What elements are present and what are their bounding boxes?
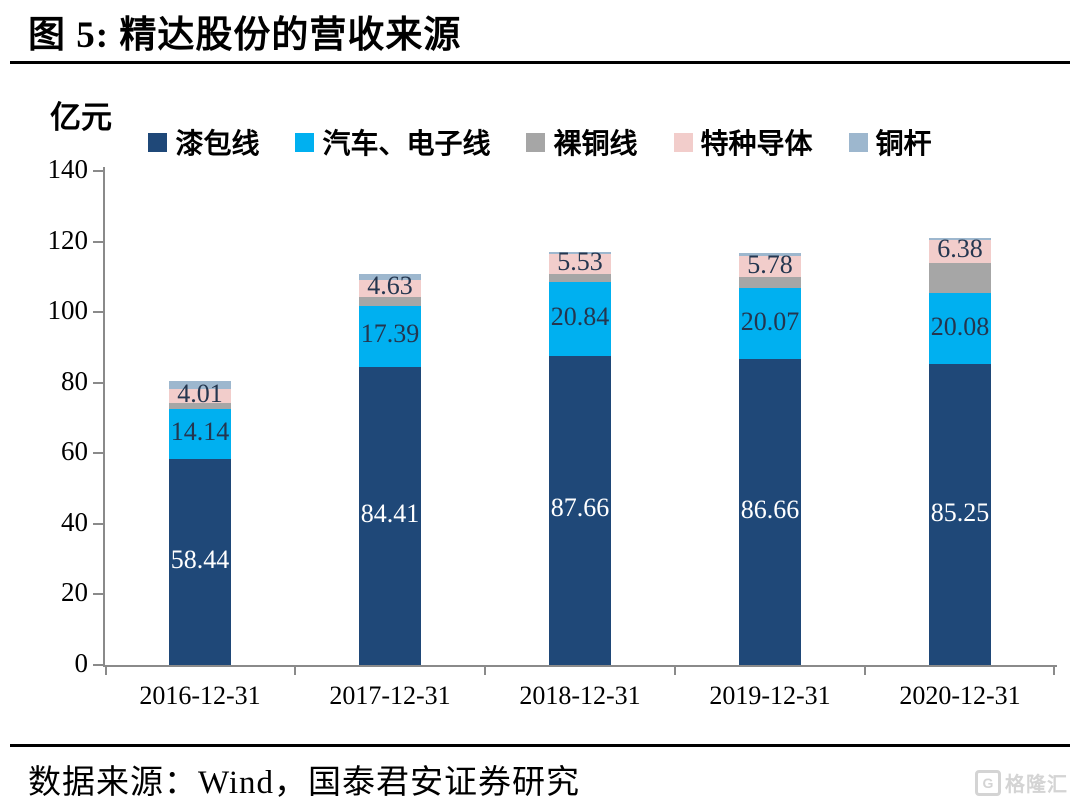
bar-value-label: 87.66 — [550, 493, 610, 523]
y-axis-tick-label: 20 — [61, 577, 88, 608]
bar-segment — [929, 293, 991, 365]
bar-value-label: 58.44 — [170, 544, 230, 574]
bar-segment — [929, 262, 991, 294]
legend-swatch-icon — [673, 132, 693, 152]
x-axis-tick-label: 2016-12-31 — [139, 681, 261, 710]
bar-value-label: 20.08 — [930, 311, 990, 341]
legend-swatch-icon — [526, 132, 546, 152]
legend-swatch-icon — [148, 132, 168, 152]
bar-segment — [739, 288, 801, 360]
legend-item: 汽车、电子线 — [295, 122, 490, 162]
bar-segment — [549, 252, 611, 255]
bar-value-label: 4.63 — [367, 271, 413, 301]
bar-segment — [359, 367, 421, 665]
x-axis-tick — [484, 667, 486, 675]
bar-value-label: 20.07 — [740, 306, 800, 336]
y-axis-tick-label: 80 — [61, 365, 88, 396]
bar-segment — [169, 389, 231, 404]
x-axis-line — [103, 665, 1057, 667]
chart-legend: 漆包线 汽车、电子线 裸铜线 特种导体 铜杆 — [0, 122, 1080, 162]
bar-segment — [929, 237, 991, 241]
legend-label: 汽车、电子线 — [322, 129, 491, 160]
bar-segment — [739, 256, 801, 277]
bar-segment — [929, 364, 991, 665]
footer-divider — [10, 744, 1070, 747]
gelonghui-g-icon: G — [975, 769, 1001, 796]
y-axis-tick — [93, 522, 103, 525]
y-axis-tick-label: 0 — [74, 648, 89, 678]
legend-label: 铜杆 — [875, 129, 932, 160]
legend-label: 特种导体 — [700, 129, 813, 160]
bar-value-label: 20.84 — [550, 301, 610, 331]
bar-value-label: 84.41 — [360, 499, 420, 529]
bar-segment — [169, 380, 231, 390]
bar-segment — [739, 253, 801, 257]
bar-segment — [169, 458, 231, 665]
legend-swatch-icon — [848, 132, 868, 152]
x-axis-tick-label: 2018-12-31 — [519, 681, 641, 710]
x-axis-tick — [105, 667, 107, 675]
title-divider — [10, 61, 1070, 64]
bar-segment — [739, 359, 801, 665]
y-axis-tick — [93, 240, 103, 243]
y-axis-line — [103, 167, 105, 667]
bar-value-label: 5.53 — [557, 246, 603, 276]
bar-value-label: 86.66 — [740, 495, 800, 525]
bar-segment — [549, 254, 611, 274]
y-axis-tick-label: 140 — [47, 154, 89, 184]
bar-value-label: 14.14 — [170, 416, 230, 446]
x-axis-tick-label: 2019-12-31 — [709, 681, 831, 710]
x-axis-tick-label: 2017-12-31 — [329, 681, 451, 710]
figure-title: 图 5: 精达股份的营收来源 — [28, 15, 462, 56]
bar-segment — [929, 240, 991, 263]
bar-segment — [359, 296, 421, 306]
y-axis-unit-label: 亿元 — [50, 100, 112, 135]
y-axis-tick — [93, 311, 103, 314]
bar-segment — [169, 408, 231, 459]
bar-segment — [549, 273, 611, 283]
gelonghui-logo-text: 格隆汇 — [1005, 774, 1068, 796]
x-axis-tick — [674, 667, 676, 675]
legend-item: 漆包线 — [148, 122, 259, 162]
y-axis-tick — [93, 593, 103, 596]
bar-value-label: 6.38 — [937, 234, 983, 264]
x-axis-tick — [864, 667, 866, 675]
bar-segment — [359, 305, 421, 368]
bar-segment — [359, 280, 421, 297]
bar-segment — [359, 273, 421, 281]
y-axis-tick — [93, 664, 103, 666]
legend-label: 裸铜线 — [553, 129, 638, 160]
bar-value-label: 17.39 — [360, 319, 420, 349]
bar-value-label: 85.25 — [930, 497, 990, 527]
legend-label: 漆包线 — [175, 129, 260, 160]
x-axis-tick — [294, 667, 296, 675]
data-source-note: 数据来源：Wind，国泰君安证券研究 — [28, 765, 580, 801]
bar-value-label: 4.01 — [177, 379, 223, 409]
plot-area: 0 20 40 60 80 100 120 140 2016-12-31 2017-12-31 20… — [48, 154, 1057, 710]
bar-segment — [549, 355, 611, 665]
x-axis-tick-label: 2020-12-31 — [899, 681, 1021, 710]
legend-item: 铜杆 — [848, 122, 932, 162]
y-axis-tick — [93, 452, 103, 455]
y-axis-tick-label: 120 — [47, 224, 89, 255]
y-axis-tick-label: 60 — [61, 436, 88, 467]
x-axis-tick — [1053, 667, 1055, 675]
gelonghui-logo: G 格隆汇 — [975, 768, 1068, 797]
legend-item: 裸铜线 — [526, 122, 638, 162]
legend-item: 特种导体 — [673, 122, 813, 162]
y-axis-tick — [93, 381, 103, 384]
bar-segment — [549, 282, 611, 356]
y-axis-tick — [93, 170, 103, 172]
bar-segment — [169, 403, 231, 409]
y-axis-tick-label: 100 — [47, 295, 89, 326]
bar-segment — [739, 276, 801, 289]
y-axis-tick-label: 40 — [61, 506, 88, 537]
bar-value-label: 5.78 — [747, 249, 793, 279]
legend-swatch-icon — [295, 132, 315, 152]
